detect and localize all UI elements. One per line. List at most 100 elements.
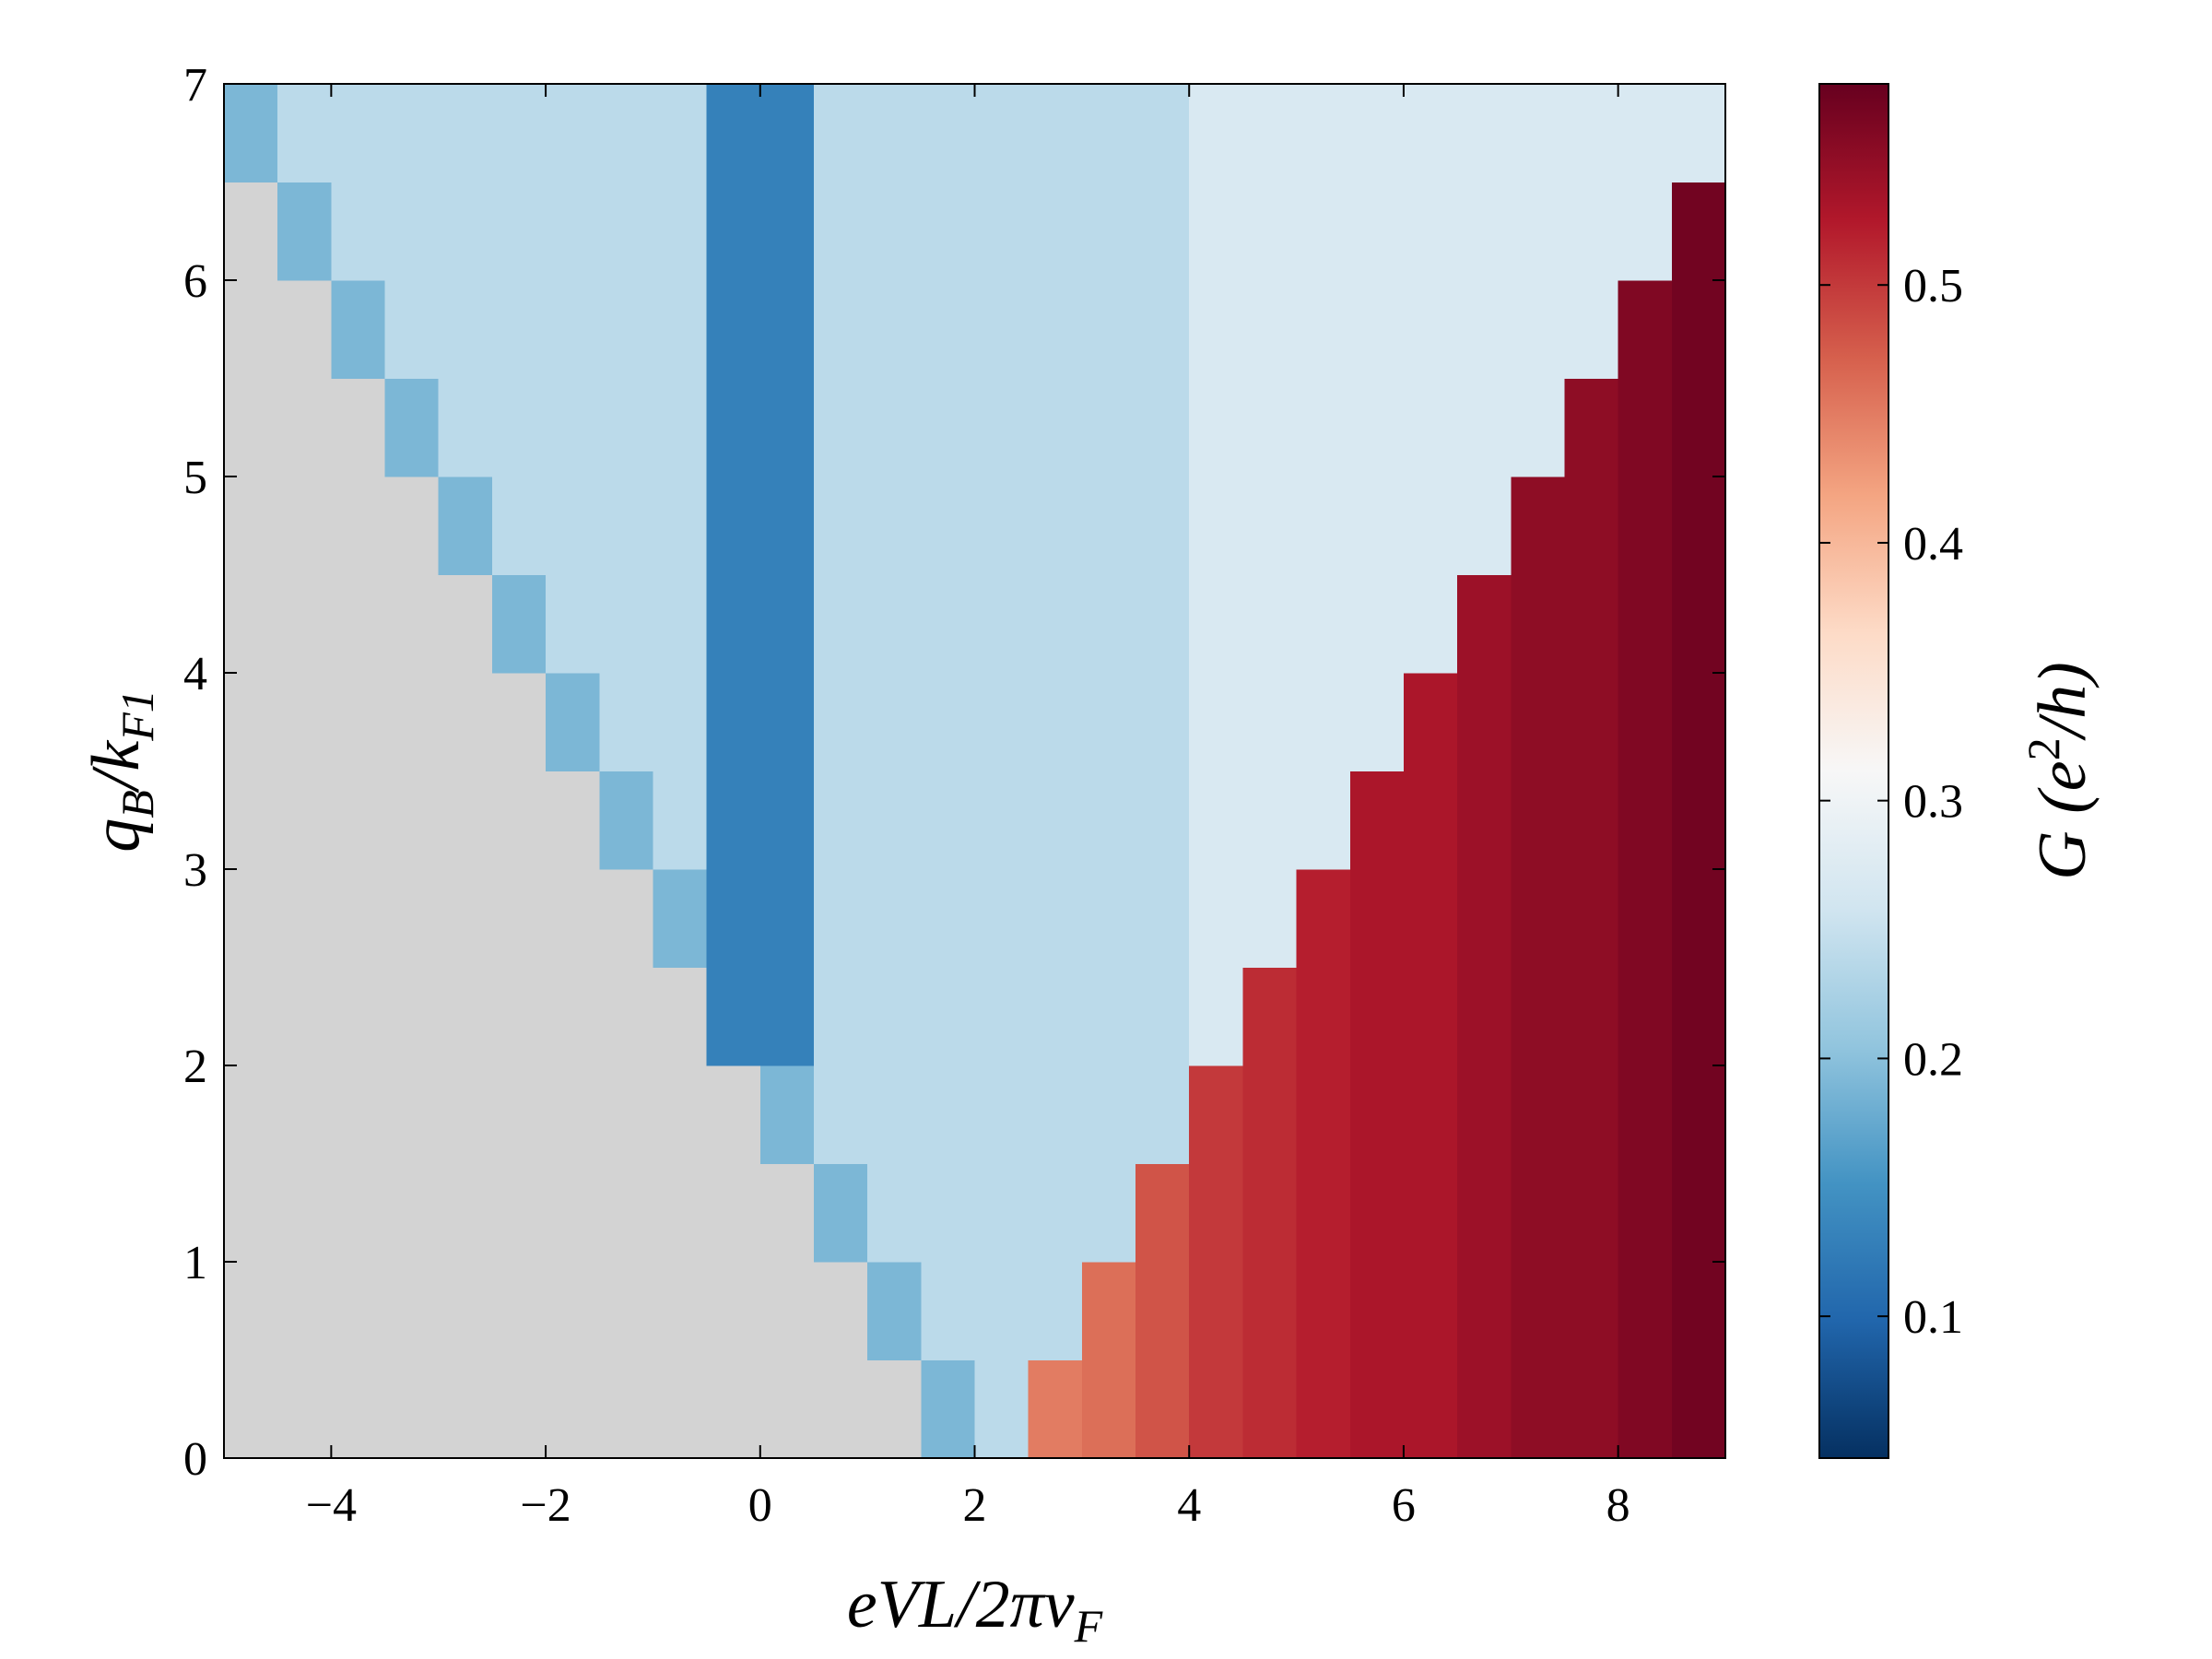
heatmap-cell [759,1065,815,1165]
heatmap-cell [974,477,1030,576]
heatmap-cell [1135,869,1190,969]
heatmap-cell [653,771,708,870]
x-axis-label-script: F [1074,1600,1103,1652]
heatmap-cell [867,1262,922,1361]
heatmap-cell [1028,477,1083,576]
heatmap-cell [653,477,708,576]
heatmap-cell [1189,280,1243,380]
heatmap-cell [1349,1163,1405,1263]
heatmap-cell [1511,673,1566,772]
heatmap-cell [759,673,815,772]
heatmap-cell [1189,967,1243,1066]
heatmap-cell [1242,477,1298,576]
heatmap-cell [974,1262,1030,1361]
heatmap-cell [653,280,708,380]
heatmap-cell [1296,673,1351,772]
heatmap-cell [1189,84,1243,183]
heatmap-cell [1189,182,1243,281]
heatmap-cell [1457,477,1512,576]
heatmap-cell [706,280,761,380]
heatmap-cell [1296,182,1351,281]
heatmap-cell [1403,1359,1458,1459]
heatmap-cell [1564,1163,1619,1263]
heatmap-cell [1081,574,1136,674]
heatmap-cell [1242,574,1298,674]
heatmap-cell [1671,1359,1726,1459]
heatmap-cell [974,84,1030,183]
heatmap-cell [546,182,600,281]
heatmap-cell [1135,771,1190,870]
heatmap-cell [974,1359,1030,1459]
heatmap-cell [384,280,440,380]
y-axis-label-part: /k [78,740,154,794]
heatmap-cell [1457,574,1512,674]
heatmap-cell [1403,280,1458,380]
heatmap-cell [1242,771,1298,870]
heatmap-cell [1189,1065,1243,1165]
colorbar-tick-label: 0.1 [1903,1291,1963,1344]
heatmap-cell [921,378,976,477]
heatmap-cell [1081,1065,1136,1165]
heatmap-cell [1296,84,1351,183]
heatmap-cell [653,673,708,772]
heatmap-cell [438,182,493,281]
heatmap-cell [599,477,654,576]
heatmap-cell [1671,1262,1726,1361]
heatmap-cell [1135,1163,1190,1263]
heatmap-cell [1511,771,1566,870]
heatmap-cell [1564,280,1619,380]
heatmap-cell [1671,477,1726,576]
heatmap-cell [867,673,922,772]
x-tick-label: 0 [748,1479,772,1532]
heatmap-cell [921,1065,976,1165]
heatmap-cell [1135,182,1190,281]
heatmap-cell [331,84,386,183]
heatmap-cell [974,182,1030,281]
heatmap-cell [1511,1065,1566,1165]
heatmap-cell [1189,673,1243,772]
heatmap-cell [1403,182,1458,281]
heatmap-cell [706,477,761,576]
heatmap-cell [1189,1262,1243,1361]
heatmap-cell [1618,84,1673,183]
heatmap-cell [921,1262,976,1361]
heatmap-cell [1349,967,1405,1066]
heatmap-cell [331,182,386,281]
heatmap-cell [1296,1163,1351,1263]
heatmap-cell [1081,280,1136,380]
heatmap-cell [867,280,922,380]
heatmap-cell [706,967,761,1066]
heatmap-cell [813,1065,868,1165]
heatmap-cell [438,477,493,576]
heatmap-cell [1349,280,1405,380]
heatmap-cell [813,771,868,870]
heatmap-cell [1618,378,1673,477]
heatmap-cell [867,869,922,969]
heatmap-cell [921,1163,976,1263]
x-tick-label: 6 [1392,1479,1416,1532]
heatmap-cell [1671,1065,1726,1165]
heatmap-cell [384,84,440,183]
heatmap-cell [491,182,547,281]
heatmap-cell [1028,182,1083,281]
heatmap-cell [1618,1262,1673,1361]
x-tick-label: 4 [1177,1479,1201,1532]
heatmap-cell [384,182,440,281]
heatmap-cell [1296,1359,1351,1459]
heatmap-cell [1028,1359,1083,1459]
heatmap-cell [653,869,708,969]
heatmap-cell [1028,1065,1083,1165]
heatmap-cell [759,967,815,1066]
heatmap-cell [1296,869,1351,969]
heatmap-cell [1618,771,1673,870]
heatmap-cell [1296,1262,1351,1361]
heatmap-cell [1028,771,1083,870]
heatmap-cell [813,869,868,969]
heatmap-cell [1081,182,1136,281]
heatmap-cell [1028,1262,1083,1361]
heatmap-cell [1511,84,1566,183]
heatmap-cell [759,771,815,870]
heatmap-cell [706,574,761,674]
heatmap-cell [1564,477,1619,576]
heatmap-cell [546,378,600,477]
